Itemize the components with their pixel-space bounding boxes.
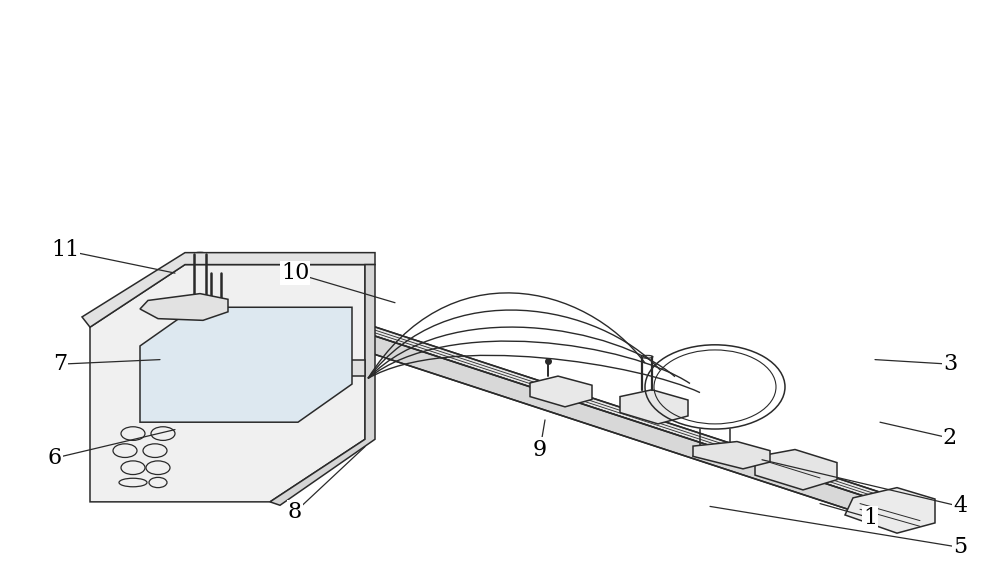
Text: 5: 5 <box>953 537 967 558</box>
Text: 1: 1 <box>863 507 877 529</box>
Polygon shape <box>530 376 592 407</box>
Ellipse shape <box>211 272 221 274</box>
Polygon shape <box>270 265 375 505</box>
Polygon shape <box>310 360 365 376</box>
Polygon shape <box>140 307 352 422</box>
Polygon shape <box>82 253 375 327</box>
Ellipse shape <box>194 253 206 255</box>
Polygon shape <box>140 294 228 320</box>
Polygon shape <box>308 307 880 499</box>
Text: 4: 4 <box>953 496 967 517</box>
Polygon shape <box>620 390 688 424</box>
Ellipse shape <box>641 355 653 358</box>
Polygon shape <box>90 265 365 502</box>
Text: 7: 7 <box>53 353 67 375</box>
Text: 6: 6 <box>48 447 62 469</box>
Text: 8: 8 <box>288 501 302 523</box>
Polygon shape <box>755 450 837 490</box>
Text: 11: 11 <box>51 240 79 261</box>
Polygon shape <box>845 488 935 533</box>
Text: 2: 2 <box>943 427 957 449</box>
Polygon shape <box>294 314 873 513</box>
Text: 3: 3 <box>943 353 957 375</box>
Text: 10: 10 <box>281 262 309 284</box>
Text: 9: 9 <box>533 439 547 460</box>
Polygon shape <box>693 442 770 469</box>
